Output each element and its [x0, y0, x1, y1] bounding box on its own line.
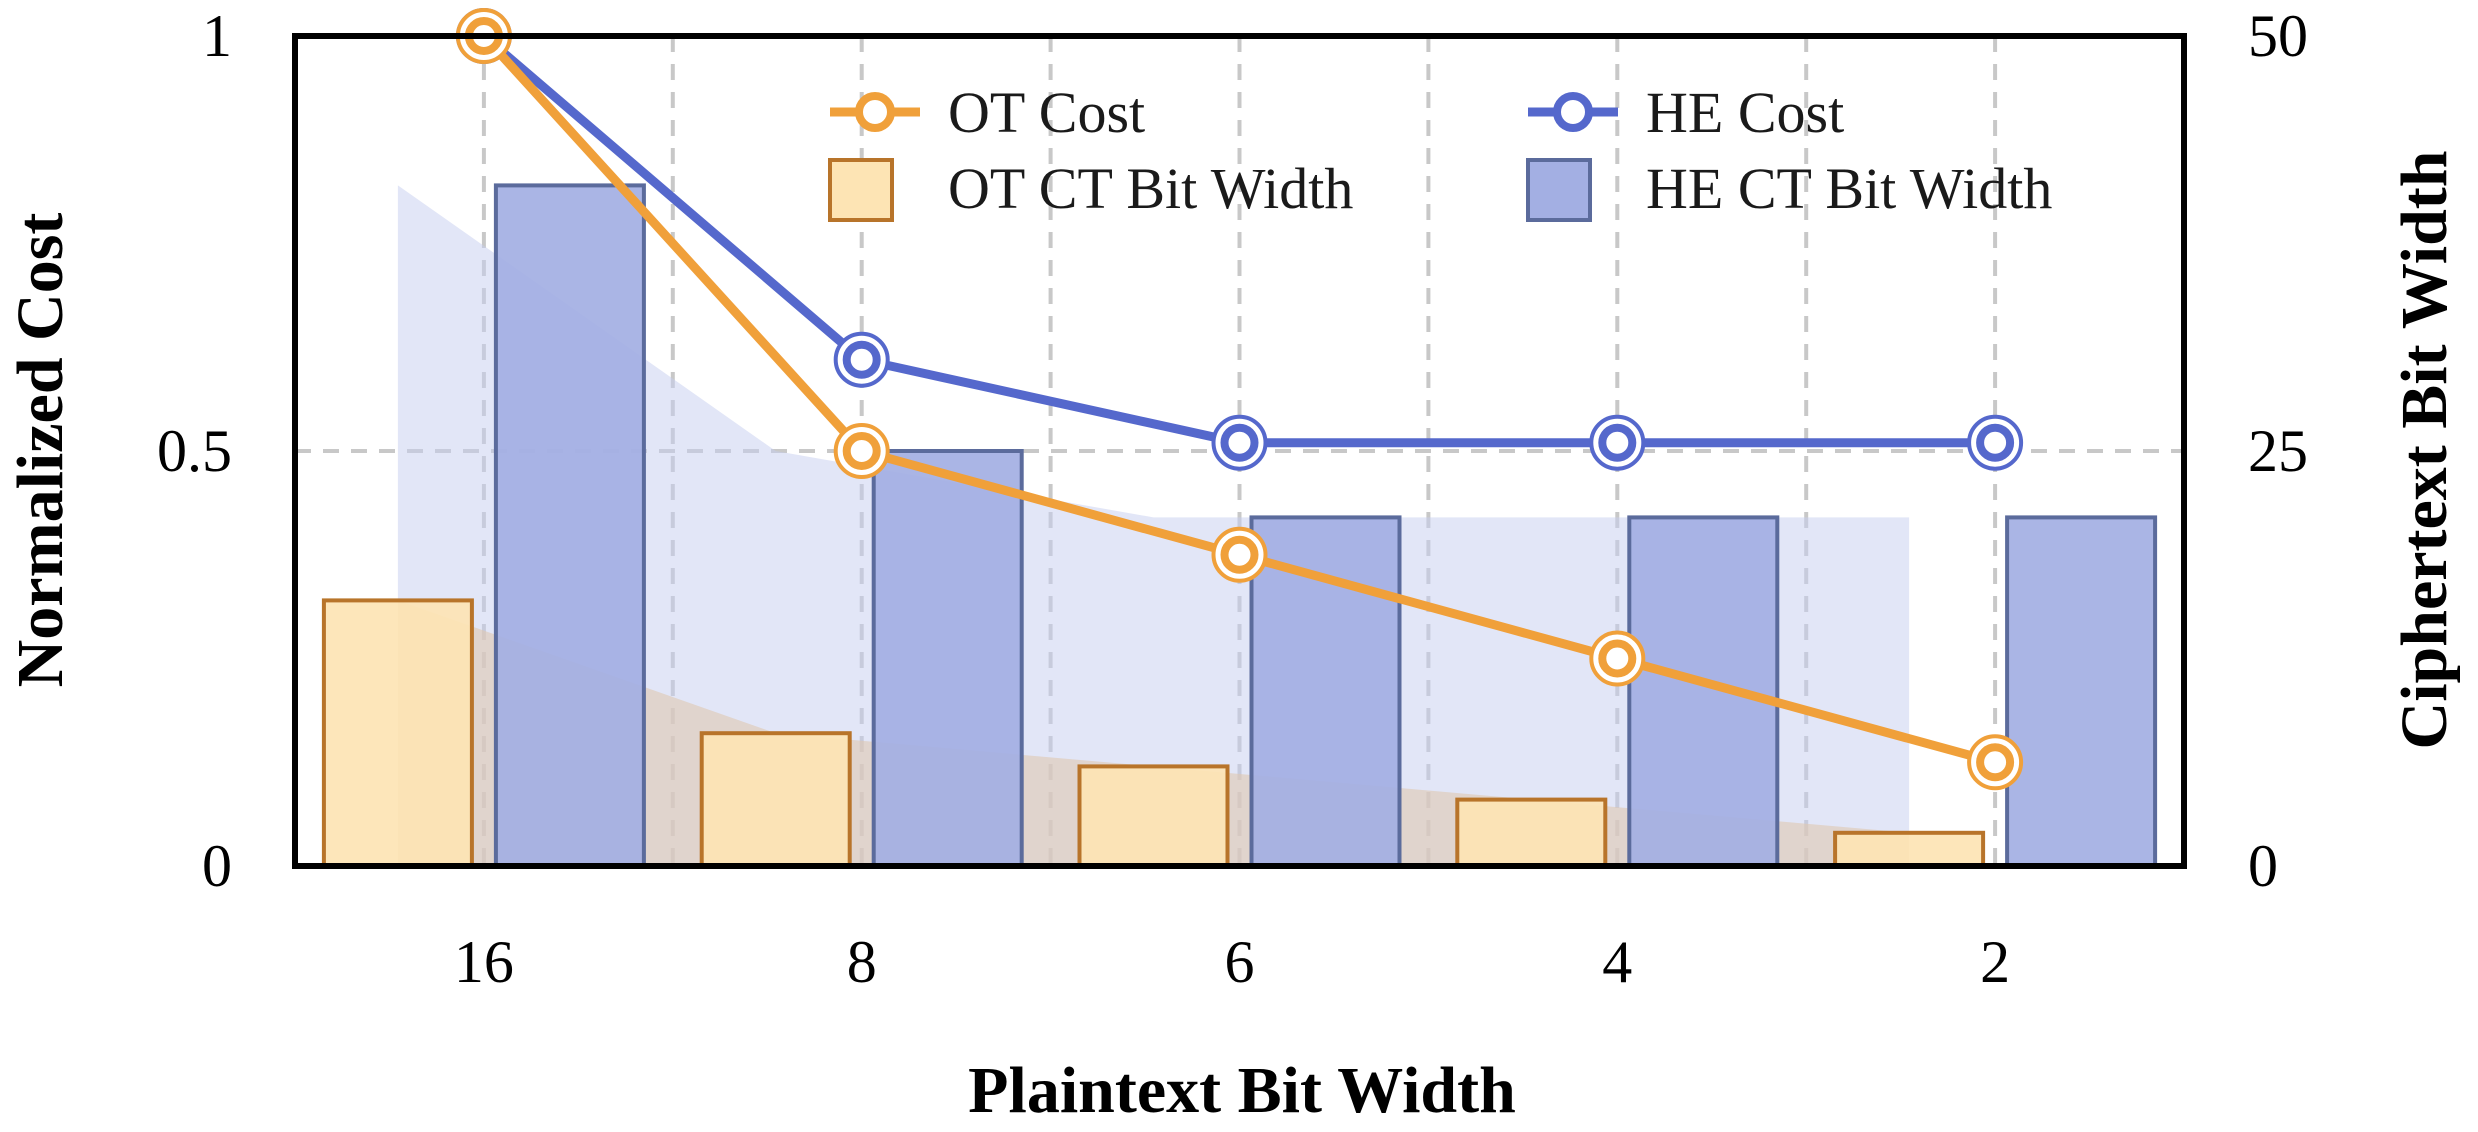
y-tick-0-5: 0.5: [157, 418, 232, 484]
bar-ot-ct-bit-width-2: [1833, 830, 1986, 868]
x-tick-8: 8: [847, 929, 877, 995]
legend-marker-ot-cost: [855, 92, 895, 132]
marker-inner-ring: [1598, 423, 1637, 462]
y2-axis-title: Ciphertext Bit Width: [2388, 151, 2461, 750]
marker-ot-cost-4: [1589, 630, 1646, 687]
x-tick-2: 2: [1980, 929, 2010, 995]
legend-item-he-ct-bit-width: HE CT Bit Width: [1526, 156, 2052, 222]
x-tick-16: 16: [454, 929, 514, 995]
bar-ot-ct-bit-width-6: [1077, 764, 1230, 869]
legend-label-ot-ct-bit-width: OT CT Bit Width: [948, 156, 1353, 221]
legend: OT Cost HE Cost OT CT Bit Width HE CT Bi…: [828, 80, 2052, 222]
y-tick-0: 0: [202, 833, 232, 899]
legend-marker-he-cost: [1553, 92, 1593, 132]
x-tick-6: 6: [1225, 929, 1255, 995]
plot-frame: [292, 33, 2187, 869]
y2-tick-25: 25: [2248, 418, 2308, 484]
bar-he-ct-bit-width-2: [2005, 515, 2158, 869]
marker-inner-ring: [1976, 743, 2015, 782]
marker-he-cost-4: [1589, 414, 1646, 471]
marker-ot-cost-2: [1967, 734, 2024, 791]
marker-inner-ring: [1220, 423, 1259, 462]
legend-swatch-ot-ct: [828, 158, 894, 222]
marker-he-cost-8: [833, 331, 890, 388]
legend-label-ot-cost: OT Cost: [948, 80, 1145, 145]
marker-inner-ring: [1220, 535, 1259, 574]
marker-ot-cost-6: [1211, 526, 1268, 583]
bar-ot-ct-bit-width-16: [321, 598, 474, 869]
y2-tick-0: 0: [2248, 833, 2278, 899]
legend-label-he-ct-bit-width: HE CT Bit Width: [1646, 156, 2052, 221]
marker-inner-ring: [842, 432, 881, 470]
marker-inner-ring: [1976, 423, 2015, 462]
x-axis-title: Plaintext Bit Width: [968, 1054, 1516, 1127]
legend-item-ot-cost: OT Cost: [830, 80, 1145, 145]
bar-he-ct-bit-width-6: [1249, 515, 1402, 869]
he-trend-shading: [397, 185, 1910, 866]
bar-ot-ct-bit-width-4: [1455, 797, 1608, 868]
legend-label-he-cost: HE Cost: [1646, 80, 1844, 145]
legend-item-ot-ct-bit-width: OT CT Bit Width: [828, 156, 1353, 222]
marker-he-cost-2: [1967, 414, 2024, 471]
y-tick-1: 1: [202, 3, 232, 69]
y2-tick-50: 50: [2248, 3, 2308, 69]
marker-inner-ring: [1598, 639, 1637, 678]
bar-ot-ct-bit-width-8: [699, 731, 852, 869]
marker-ot-cost-8: [833, 423, 890, 479]
marker-inner-ring: [842, 340, 881, 379]
tick-labels: 16 8 6 4 2 0 0.5 1 0 25 50: [157, 3, 2308, 995]
bar-he-ct-bit-width-16: [493, 183, 646, 868]
x-tick-4: 4: [1602, 929, 1632, 995]
y-axis-title: Normalized Cost: [4, 213, 77, 688]
marker-he-cost-6: [1211, 414, 1268, 471]
legend-item-he-cost: HE Cost: [1528, 80, 1844, 145]
legend-swatch-he-ct: [1526, 158, 1592, 222]
bar-he-ct-bit-width-8: [871, 449, 1024, 868]
bars: [321, 183, 2158, 869]
